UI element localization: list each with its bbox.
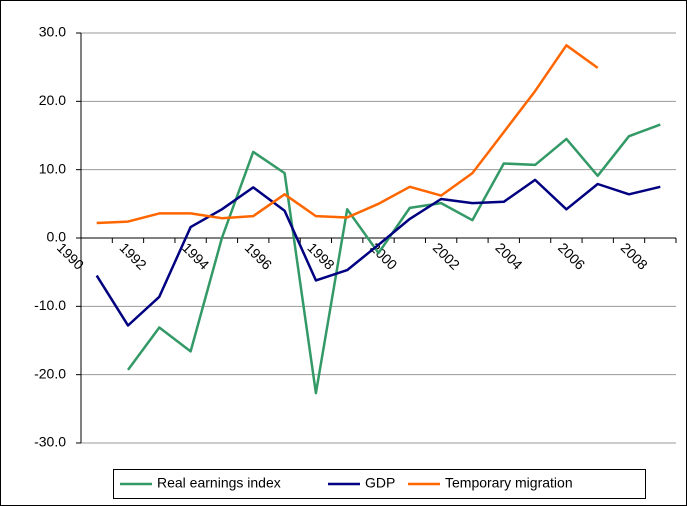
y-tick-label: 30.0 [39,24,66,40]
data-line [96,44,599,225]
legend-label: GDP [365,475,395,491]
legend-label: Real earnings index [157,475,281,491]
y-tick-label: 10.0 [39,160,66,176]
legend-box [113,469,646,499]
y-tick-label: 20.0 [39,92,66,108]
legend-label: Temporary migration [445,475,573,491]
y-tick-label: -20.0 [34,365,66,381]
y-tick-label: -30.0 [34,434,66,450]
data-line [95,178,661,327]
y-tick-label: -10.0 [34,297,66,313]
y-tick-label: 0.0 [47,229,67,245]
